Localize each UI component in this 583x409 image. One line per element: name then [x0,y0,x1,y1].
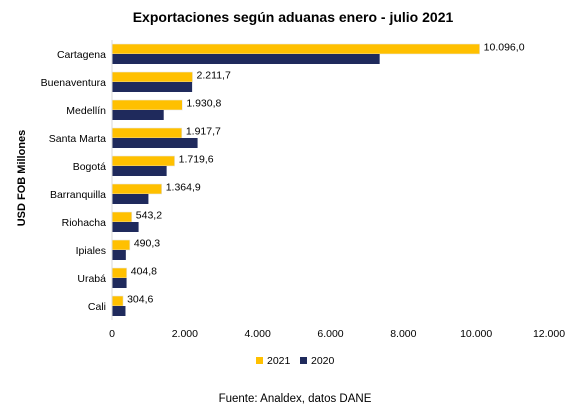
bar-2020-medellin [112,110,164,120]
bar-2021-barranquilla [111,183,163,195]
category-label-barranquilla: Barranquilla [50,189,106,201]
data-labels: 10.096,0 2.211,7 1.930,8 1.917,7 1.719,6 1.36… [127,42,525,306]
x-tick-label: 2.000 [172,328,198,340]
x-tick-label: 10.000 [460,328,492,340]
category-label-santa-marta: Santa Marta [49,133,106,145]
bar-2020-cartagena [112,54,380,64]
category-label-cali: Cali [88,301,106,313]
bar-2020-riohacha [112,222,139,232]
data-label-2021-bogota: 1.719,6 [179,154,214,166]
x-axis-ticks: 0 2.000 4.000 6.000 8.000 10.000 12.000 [109,328,565,340]
data-label-2021-cali: 304,6 [127,294,153,306]
bar-2020-cali [112,306,126,316]
legend-label-2021: 2021 [267,355,291,367]
bar-2020-bogota [112,166,167,176]
bar-2021-ipiales [111,239,131,251]
category-label-bogota: Bogotá [73,161,106,173]
bar-2021-medellin [111,99,183,111]
x-tick-label: 0 [109,328,115,340]
x-tick-label: 8.000 [390,328,416,340]
bar-2020-uraba [112,278,127,288]
x-tick-label: 6.000 [317,328,343,340]
legend-label-2020: 2020 [311,355,335,367]
bar-2021-cartagena [111,43,480,55]
data-label-2021-uraba: 404,8 [131,266,157,278]
legend: 2021 2020 [256,355,335,367]
bar-2020-buenaventura [112,82,193,92]
bar-2021-riohacha [111,211,133,223]
x-tick-label: 12.000 [533,328,565,340]
bar-2021-cali [111,295,124,307]
data-label-2021-riohacha: 543,2 [136,210,162,222]
data-label-2021-barranquilla: 1.364,9 [166,182,201,194]
data-label-2021-cartagena: 10.096,0 [484,42,525,54]
category-label-medellin: Medellín [66,105,106,117]
category-label-cartagena: Cartagena [57,49,106,61]
data-label-2021-santa-marta: 1.917,7 [186,126,221,138]
bars-group [111,43,480,316]
legend-swatch-2020 [300,357,307,364]
category-label-buenaventura: Buenaventura [41,77,107,89]
bar-2021-uraba [111,267,128,279]
category-label-uraba: Urabá [77,273,106,285]
category-label-ipiales: Ipiales [76,245,106,257]
y-axis-title: USD FOB Millones [16,130,28,227]
source-note: Fuente: Analdex, datos DANE [219,393,372,405]
bar-2021-santa-marta [111,127,183,139]
category-label-riohacha: Riohacha [62,217,107,229]
bar-2021-buenaventura [111,71,193,83]
data-label-2021-ipiales: 490,3 [134,238,160,250]
chart-title: Exportaciones según aduanas enero - juli… [133,9,454,25]
x-tick-label: 4.000 [245,328,271,340]
bar-2020-barranquilla [112,194,149,204]
category-labels: Cartagena Buenaventura Medellín Santa Marta… [41,49,107,313]
legend-swatch-2021 [256,357,263,364]
data-label-2021-medellin: 1.930,8 [186,98,221,110]
data-label-2021-buenaventura: 2.211,7 [197,70,231,82]
bar-2021-bogota [111,155,175,167]
bar-2020-santa-marta [112,138,198,148]
bar-2020-ipiales [112,250,126,260]
